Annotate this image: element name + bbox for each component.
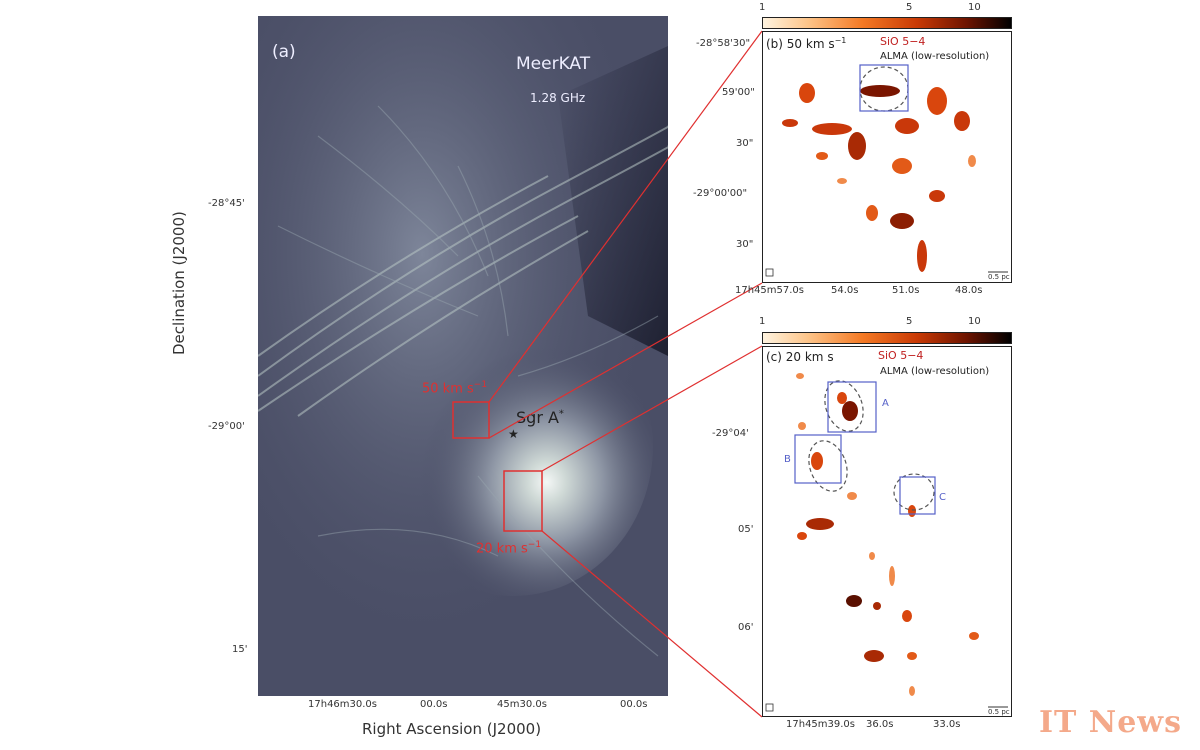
c-ytick-2: 05' bbox=[738, 524, 754, 535]
c-xtick-3: 33.0s bbox=[933, 719, 961, 730]
ra-tick-2: 00.0s bbox=[420, 699, 448, 710]
region-a-label: A bbox=[882, 398, 889, 409]
region-b-box bbox=[794, 434, 842, 484]
region-box-b bbox=[859, 64, 909, 112]
cbar-c-tick-5: 5 bbox=[906, 316, 913, 327]
ra-tick-3: 45m30.0s bbox=[497, 699, 547, 710]
ra-tick-4: 00.0s bbox=[620, 699, 648, 710]
region-c-label: C bbox=[939, 492, 946, 503]
telescope-label: MeerKAT bbox=[516, 54, 591, 74]
panel-c-instrument: ALMA (low-resolution) bbox=[880, 366, 990, 377]
panel-b-line: SiO 5−4 bbox=[880, 35, 926, 48]
radio-image-canvas: ★ bbox=[258, 16, 668, 696]
sgr-a-label: Sgr A* bbox=[516, 408, 564, 427]
b-xtick-2: 54.0s bbox=[831, 285, 859, 296]
beam-marker-b bbox=[765, 268, 774, 277]
sio-map-20-canvas bbox=[762, 346, 1012, 717]
b-ytick-4: -29°00'00" bbox=[693, 188, 748, 199]
ra-tick-1: 17h46m30.0s bbox=[308, 699, 378, 710]
region-b-label: B bbox=[784, 454, 791, 465]
c-ytick-1: -29°04' bbox=[712, 428, 749, 439]
c-xtick-1: 17h45m39.0s bbox=[786, 719, 856, 730]
sio-map-20: (c) 20 km s SiO 5−4 ALMA (low-resolution… bbox=[762, 346, 1012, 717]
b-xtick-4: 48.0s bbox=[955, 285, 983, 296]
panel-c-line: SiO 5−4 bbox=[878, 349, 924, 362]
colorbar-b bbox=[762, 17, 1012, 29]
cbar-b-tick-1: 1 bbox=[759, 2, 766, 13]
b-ytick-3: 30" bbox=[736, 138, 754, 149]
b-ytick-2: 59'00" bbox=[722, 87, 755, 98]
panel-b-instrument: ALMA (low-resolution) bbox=[880, 51, 990, 62]
cbar-c-tick-10: 10 bbox=[968, 316, 981, 327]
b-ytick-1: -28°58'30" bbox=[696, 38, 751, 49]
panel-b-scale: 0.5 pc bbox=[988, 273, 1010, 281]
zoom-box-20 bbox=[503, 470, 543, 532]
panel-c-scale: 0.5 pc bbox=[988, 708, 1010, 716]
panel-b-label: (b) 50 km s−1 bbox=[766, 36, 847, 51]
c-xtick-2: 36.0s bbox=[866, 719, 894, 730]
frequency-label: 1.28 GHz bbox=[530, 91, 586, 105]
box-20-label: 20 km s−1 bbox=[476, 540, 542, 557]
b-ytick-5: 30" bbox=[736, 239, 754, 250]
sio-map-50: (b) 50 km s−1 SiO 5−4 ALMA (low-resoluti… bbox=[762, 31, 1012, 283]
meerkat-radio-image: ★ (a) MeerKAT 1.28 GHz Sgr A* 50 km s−1 … bbox=[258, 16, 668, 696]
ra-axis-label: Right Ascension (J2000) bbox=[362, 720, 542, 738]
panel-a-label: (a) bbox=[272, 42, 296, 62]
b-xtick-3: 51.0s bbox=[892, 285, 920, 296]
cbar-b-tick-10: 10 bbox=[968, 2, 981, 13]
beam-marker-c bbox=[765, 703, 774, 712]
region-a-box bbox=[827, 381, 877, 433]
colorbar-c bbox=[762, 332, 1012, 344]
zoom-box-50 bbox=[452, 401, 490, 439]
dec-tick-1: -28°45' bbox=[208, 198, 245, 209]
panel-c-label: (c) 20 km s bbox=[766, 350, 834, 364]
sio-map-50-canvas bbox=[762, 31, 1012, 283]
watermark-logo: IT News bbox=[1038, 705, 1182, 740]
region-c-box bbox=[899, 476, 936, 515]
cbar-c-tick-1: 1 bbox=[759, 316, 766, 327]
cbar-b-tick-5: 5 bbox=[906, 2, 913, 13]
dec-tick-2: -29°00' bbox=[208, 421, 245, 432]
sgr-a-star-marker: ★ bbox=[508, 427, 519, 441]
box-50-label: 50 km s−1 bbox=[422, 380, 488, 397]
dec-tick-3: 15' bbox=[232, 644, 248, 655]
c-ytick-3: 06' bbox=[738, 622, 754, 633]
b-xtick-1: 17h45m57.0s bbox=[735, 285, 805, 296]
